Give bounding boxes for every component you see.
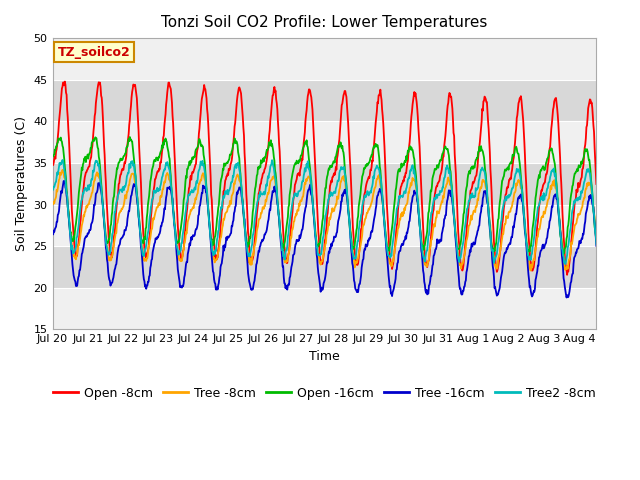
Open -16cm xyxy=(506,162,513,168)
Tree2 -8cm xyxy=(49,187,56,192)
Tree2 -8cm xyxy=(332,186,340,192)
Open -16cm xyxy=(126,134,134,140)
Open -8cm xyxy=(362,189,369,195)
Tree -8cm xyxy=(506,209,513,215)
Tree2 -8cm xyxy=(527,252,535,258)
Open -8cm xyxy=(216,238,223,244)
Tree -16cm xyxy=(216,275,223,280)
Tree2 -8cm xyxy=(362,192,369,198)
Tree -8cm xyxy=(101,225,109,231)
Tree -16cm xyxy=(506,241,513,247)
Tree -16cm xyxy=(362,247,369,252)
Tree -16cm xyxy=(593,243,600,249)
Tree2 -8cm xyxy=(59,157,67,163)
Open -16cm xyxy=(332,154,340,160)
Open -8cm xyxy=(332,164,340,170)
Bar xyxy=(52,288,596,329)
Open -16cm xyxy=(362,165,369,171)
Tree -8cm xyxy=(49,200,56,205)
Line: Open -8cm: Open -8cm xyxy=(52,82,596,275)
Tree -8cm xyxy=(528,264,536,270)
Open -16cm xyxy=(560,251,568,257)
Open -8cm xyxy=(49,161,56,167)
Tree -8cm xyxy=(216,244,223,250)
Tree -8cm xyxy=(59,167,67,173)
Line: Open -16cm: Open -16cm xyxy=(52,137,596,254)
Tree2 -8cm xyxy=(593,241,600,247)
Open -16cm xyxy=(49,155,56,160)
Title: Tonzi Soil CO2 Profile: Lower Temperatures: Tonzi Soil CO2 Profile: Lower Temperatur… xyxy=(161,15,488,30)
Open -8cm xyxy=(101,168,109,174)
Bar xyxy=(52,246,596,288)
Bar xyxy=(52,121,596,163)
Tree2 -8cm xyxy=(506,192,513,198)
Tree -16cm xyxy=(332,234,340,240)
Tree2 -8cm xyxy=(101,229,109,235)
Open -8cm xyxy=(593,181,600,187)
Legend: Open -8cm, Tree -8cm, Open -16cm, Tree -16cm, Tree2 -8cm: Open -8cm, Tree -8cm, Open -16cm, Tree -… xyxy=(48,382,601,405)
Tree -16cm xyxy=(101,234,109,240)
Tree -16cm xyxy=(49,231,56,237)
Line: Tree -16cm: Tree -16cm xyxy=(52,181,596,298)
Open -8cm xyxy=(527,267,535,273)
Open -16cm xyxy=(101,225,109,231)
Open -16cm xyxy=(216,194,223,200)
Text: TZ_soilco2: TZ_soilco2 xyxy=(58,46,131,59)
Bar xyxy=(52,38,596,80)
Y-axis label: Soil Temperatures (C): Soil Temperatures (C) xyxy=(15,116,28,251)
Open -16cm xyxy=(527,239,535,244)
Tree -16cm xyxy=(563,295,570,300)
Bar xyxy=(52,163,596,204)
X-axis label: Time: Time xyxy=(309,350,340,363)
Tree2 -8cm xyxy=(561,261,569,267)
Tree2 -8cm xyxy=(216,218,223,224)
Open -8cm xyxy=(61,79,68,84)
Open -16cm xyxy=(593,238,600,243)
Tree -8cm xyxy=(332,202,340,207)
Tree -16cm xyxy=(60,178,67,184)
Tree -8cm xyxy=(527,268,534,274)
Tree -8cm xyxy=(593,236,600,241)
Tree -8cm xyxy=(362,216,369,222)
Line: Tree -8cm: Tree -8cm xyxy=(52,170,596,271)
Tree -16cm xyxy=(527,292,535,298)
Open -8cm xyxy=(563,272,571,278)
Bar xyxy=(52,204,596,246)
Open -8cm xyxy=(506,177,513,182)
Bar xyxy=(52,80,596,121)
Line: Tree2 -8cm: Tree2 -8cm xyxy=(52,160,596,264)
